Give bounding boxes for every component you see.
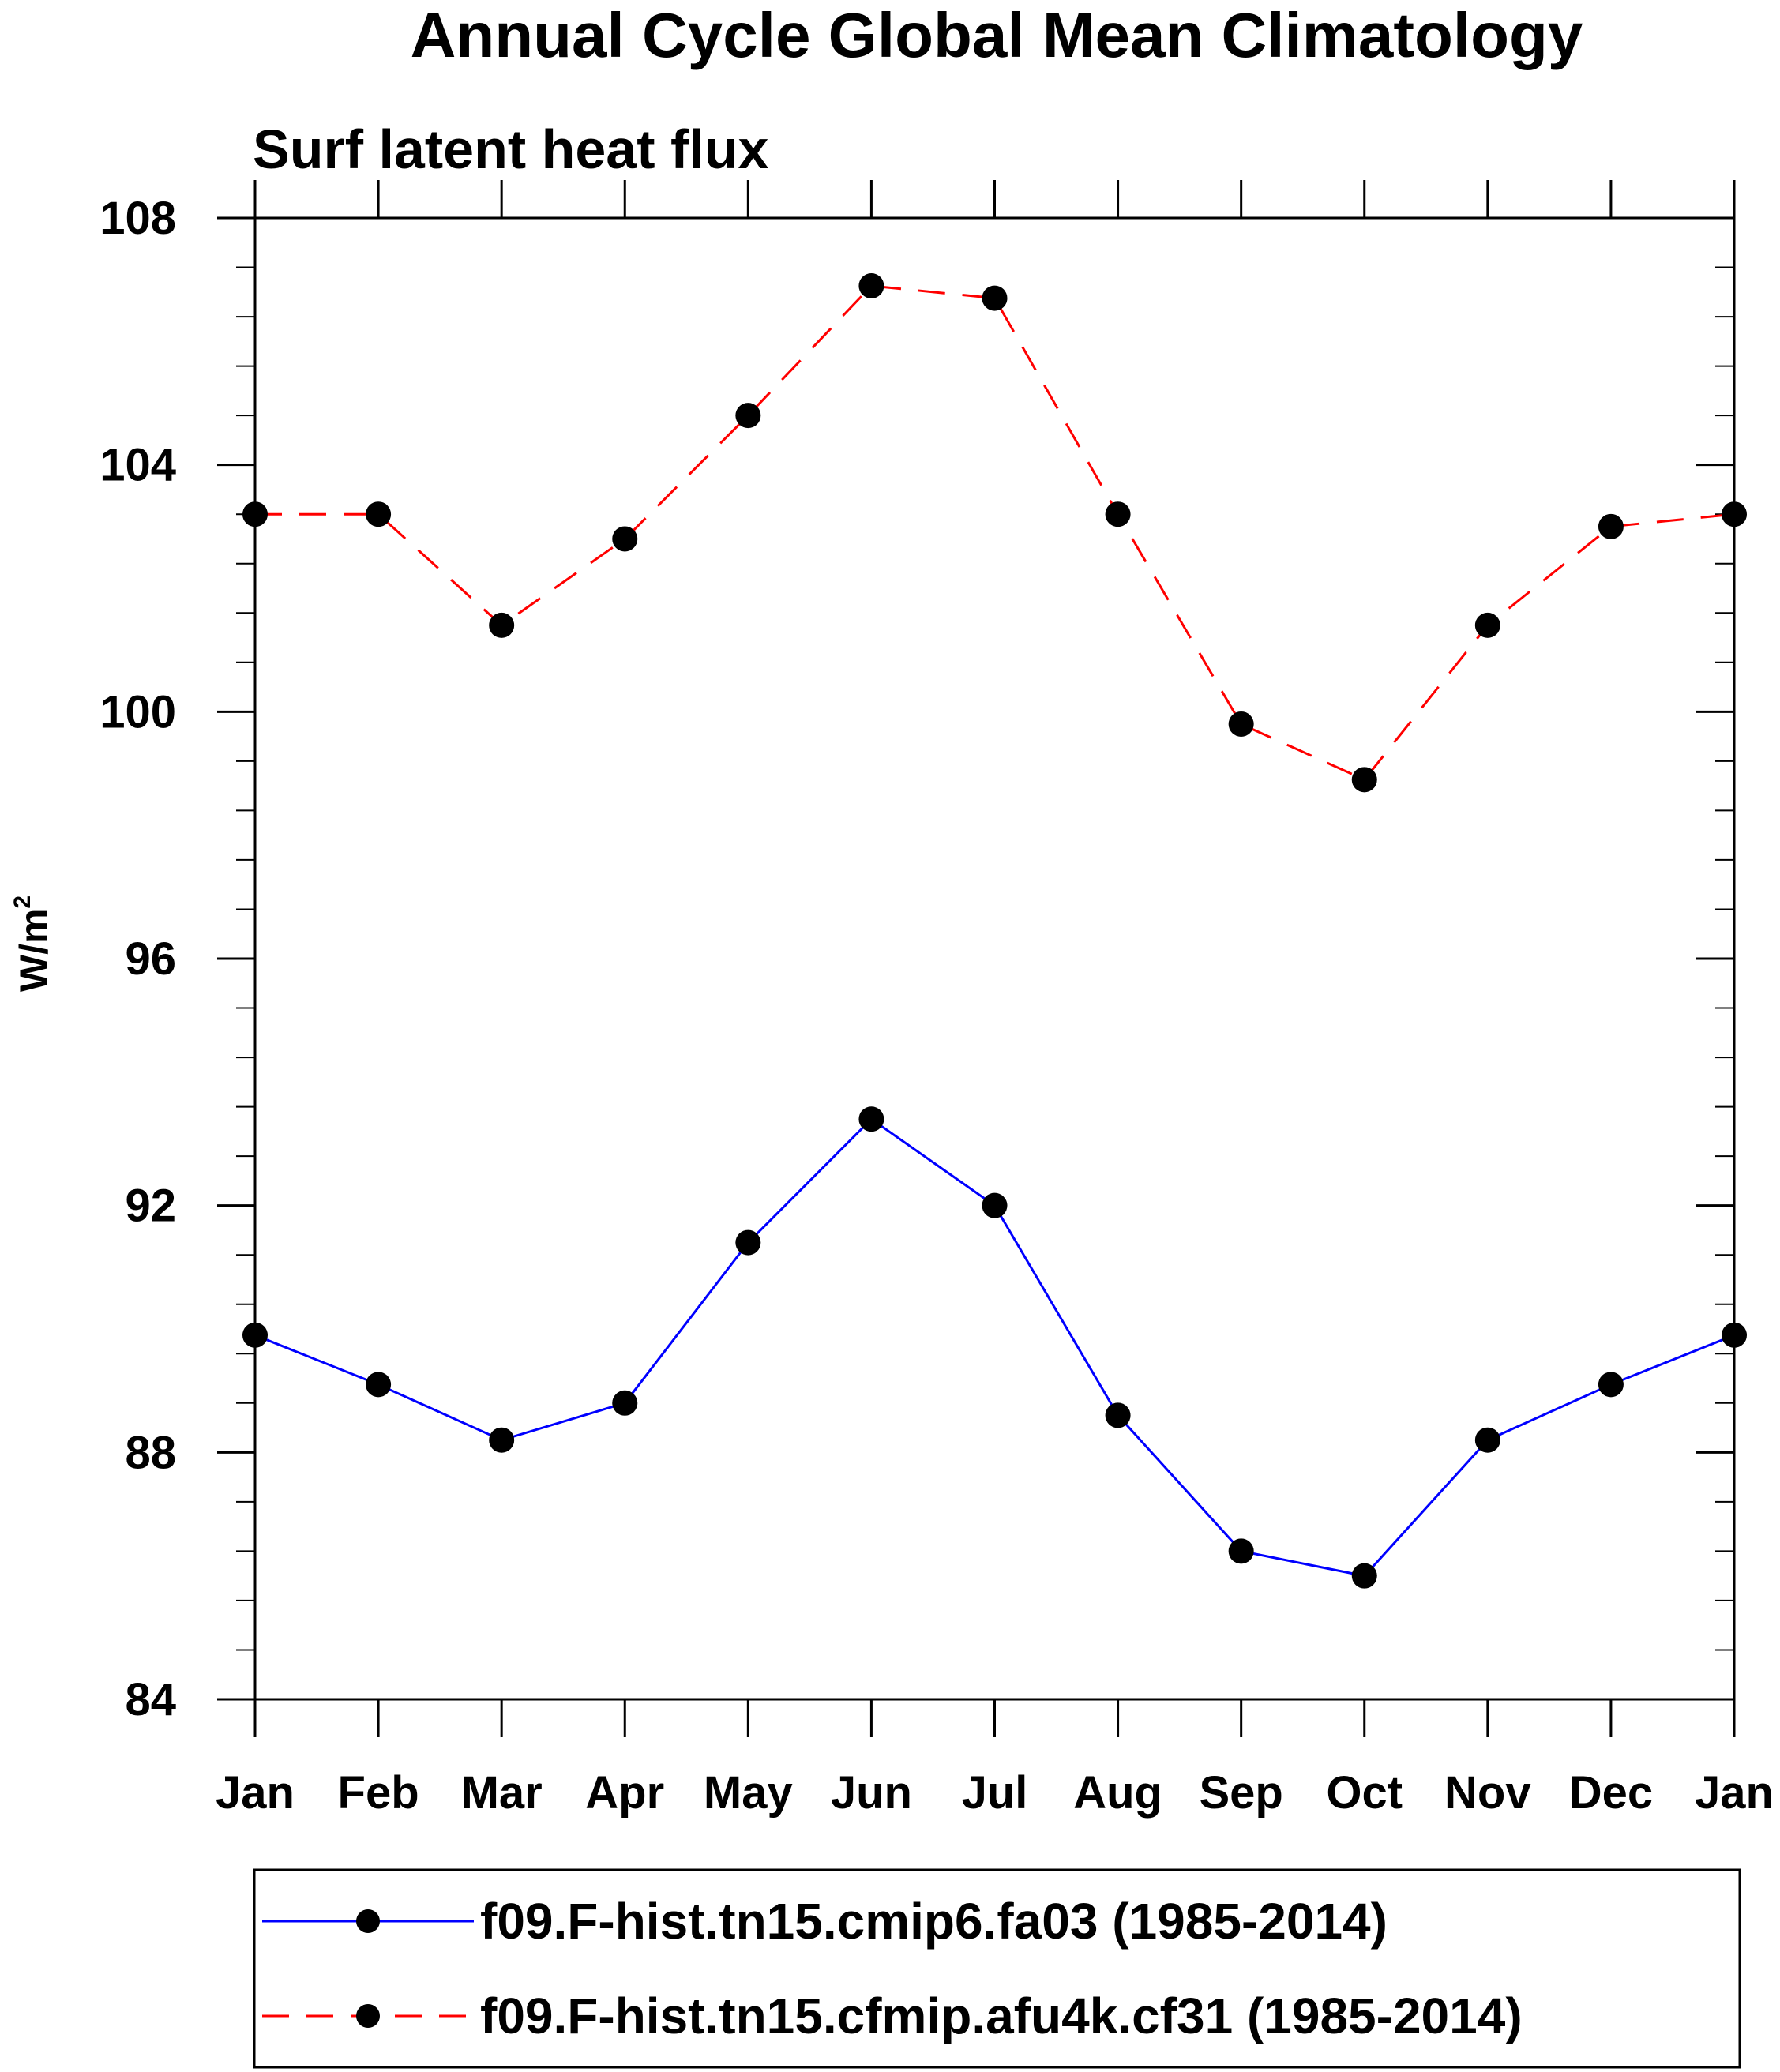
y-tick-label: 96	[125, 933, 176, 985]
data-point-series-1	[242, 501, 268, 527]
x-tick-label: Mar	[461, 1767, 543, 1819]
data-point-series-0	[1722, 1322, 1747, 1348]
data-point-series-0	[982, 1192, 1008, 1218]
data-point-series-0	[612, 1390, 638, 1416]
series-line-1	[255, 284, 1735, 782]
data-point-series-1	[1474, 612, 1500, 638]
x-tick-labels: Jan Feb Mar Apr May Jun Jul Aug Sep Oct Nov Dec Jan	[216, 1767, 1774, 1819]
legend-marker-series-0	[356, 1909, 380, 1933]
data-point-series-1	[612, 526, 638, 552]
x-tick-label: Jun	[831, 1767, 912, 1819]
x-tick-label: Apr	[585, 1767, 664, 1819]
data-point-series-0	[489, 1427, 515, 1453]
data-point-series-1	[366, 501, 392, 527]
y-axis-label: W/m2	[9, 895, 56, 992]
legend-box	[253, 1868, 1741, 2069]
data-point-series-0	[242, 1322, 268, 1348]
data-point-series-1	[1598, 513, 1624, 539]
y-axis-label-text: W/m	[12, 909, 56, 993]
data-point-series-1	[1722, 501, 1747, 527]
x-tick-label: May	[704, 1767, 793, 1819]
axis-ticks	[217, 180, 1736, 1737]
data-point-series-0	[735, 1229, 761, 1256]
chart-subtitle: Surf latent heat flux	[253, 118, 768, 180]
legend-label-series-0: f09.F-hist.tn15.cmip6.fa03 (1985-2014)	[480, 1893, 1388, 1950]
x-tick-label: Jul	[962, 1767, 1028, 1819]
data-point-series-0	[1228, 1538, 1254, 1564]
x-tick-label: Feb	[338, 1767, 419, 1819]
data-point-series-0	[1598, 1372, 1624, 1398]
data-point-series-1	[858, 272, 884, 298]
data-point-series-1	[489, 612, 515, 638]
y-tick-label: 104	[100, 440, 176, 491]
x-tick-label: Jan	[216, 1767, 295, 1819]
y-tick-label: 88	[125, 1427, 176, 1478]
legend: f09.F-hist.tn15.cmip6.fa03 (1985-2014) f…	[253, 1868, 1741, 2069]
y-tick-label: 108	[100, 193, 176, 244]
data-point-series-0	[858, 1106, 884, 1132]
y-tick-label: 100	[100, 686, 176, 738]
y-tick-label: 84	[125, 1674, 176, 1725]
data-point-series-1	[1351, 767, 1377, 793]
x-tick-label: Nov	[1444, 1767, 1531, 1819]
data-point-series-0	[1105, 1402, 1131, 1428]
y-tick-label: 92	[125, 1181, 176, 1232]
x-tick-label: Dec	[1569, 1767, 1653, 1819]
x-tick-label: Sep	[1199, 1767, 1282, 1819]
data-point-series-0	[1351, 1563, 1377, 1589]
chart-title: Annual Cycle Global Mean Climatology	[411, 0, 1583, 70]
data-point-series-1	[982, 285, 1008, 311]
legend-marker-series-1	[356, 2004, 380, 2028]
data-point-series-0	[366, 1372, 392, 1398]
data-point-series-0	[1474, 1427, 1500, 1453]
y-tick-labels: 84 88 92 96 100 104 108	[100, 193, 176, 1725]
x-tick-label: Aug	[1073, 1767, 1162, 1819]
legend-label-series-1: f09.F-hist.tn15.cfmip.afu4k.cf31 (1985-2…	[480, 1988, 1523, 2044]
data-point-series-1	[1228, 711, 1254, 737]
x-tick-label: Jan	[1695, 1767, 1774, 1819]
x-tick-label: Oct	[1326, 1767, 1403, 1819]
data-point-series-1	[735, 403, 761, 429]
data-point-series-1	[1105, 501, 1131, 527]
y-axis-label-superscript: 2	[9, 895, 36, 909]
plot-frame	[253, 216, 1736, 1701]
series-line-0	[254, 1117, 1735, 1578]
svg-text:W/m2: W/m2	[9, 895, 56, 992]
series-layer	[242, 272, 1747, 1589]
